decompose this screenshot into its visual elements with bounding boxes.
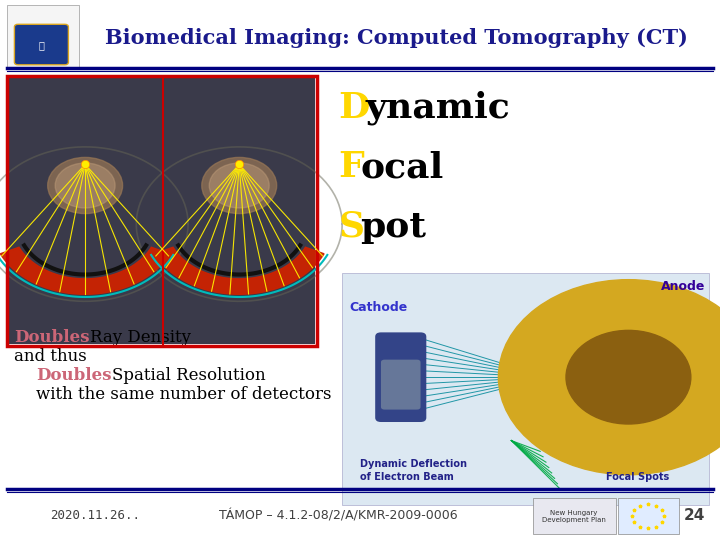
Text: Ray Density: Ray Density: [90, 329, 191, 346]
Text: Doubles: Doubles: [14, 329, 90, 346]
Bar: [164, 77, 315, 344]
Text: 2020.11.26..: 2020.11.26..: [50, 509, 140, 522]
Text: Cathode: Cathode: [349, 301, 408, 314]
Bar: [342, 273, 709, 505]
Text: D: D: [338, 91, 370, 125]
Text: Anode: Anode: [661, 280, 706, 293]
Text: Biomedical Imaging: Computed Tomography (CT): Biomedical Imaging: Computed Tomography …: [104, 28, 688, 48]
Text: ocal: ocal: [360, 151, 444, 184]
Polygon shape: [154, 247, 324, 294]
Text: 24: 24: [684, 508, 706, 523]
Polygon shape: [0, 247, 170, 294]
Bar: [7, 76, 317, 346]
Text: and thus: and thus: [14, 348, 87, 365]
FancyBboxPatch shape: [375, 333, 426, 422]
Bar: [618, 498, 679, 534]
Bar: [9, 77, 161, 344]
Text: with the same number of detectors: with the same number of detectors: [36, 386, 331, 403]
Circle shape: [210, 163, 269, 208]
Circle shape: [48, 158, 122, 213]
Text: F: F: [338, 151, 364, 184]
Circle shape: [55, 163, 115, 208]
Text: ynamic: ynamic: [366, 91, 510, 125]
Text: New Hungary
Development Plan: New Hungary Development Plan: [542, 510, 606, 523]
Bar: [533, 498, 616, 534]
Circle shape: [202, 158, 276, 213]
Bar: [7, 5, 79, 68]
Text: Doubles: Doubles: [36, 367, 112, 384]
FancyBboxPatch shape: [381, 360, 420, 410]
Text: pot: pot: [360, 210, 426, 244]
Text: ✝: ✝: [37, 28, 49, 42]
Circle shape: [566, 330, 690, 424]
Text: Spatial Resolution: Spatial Resolution: [112, 367, 265, 384]
FancyBboxPatch shape: [14, 24, 68, 65]
Text: Focal Spots: Focal Spots: [606, 471, 670, 482]
Text: Dynamic Deflection
of Electron Beam: Dynamic Deflection of Electron Beam: [360, 460, 467, 482]
Text: S: S: [338, 210, 364, 244]
Circle shape: [498, 280, 720, 475]
Text: TÁMOP – 4.1.2-08/2/A/KMR-2009-0006: TÁMOP – 4.1.2-08/2/A/KMR-2009-0006: [219, 509, 458, 522]
Text: 🦌: 🦌: [39, 40, 45, 50]
